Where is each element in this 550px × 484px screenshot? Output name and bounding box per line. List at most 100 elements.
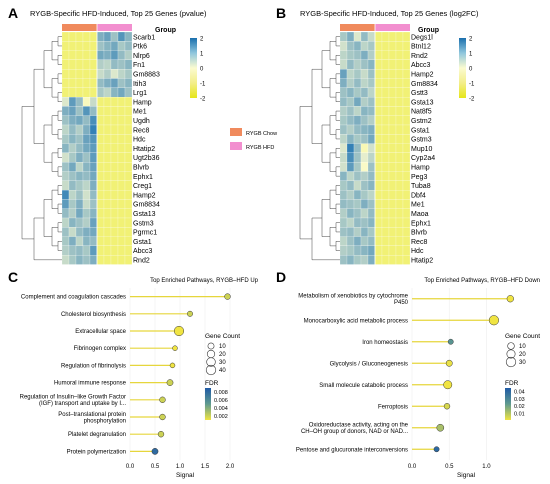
heatmap-cell [89,96,98,107]
heatmap-cell [339,124,348,135]
size-legend-swatch [205,364,217,376]
heatmap-cell [103,41,112,51]
heatmap-cell [96,96,105,107]
heatmap-cell [103,106,112,116]
heatmap-cell [89,190,98,200]
heatmap-cell [388,106,397,116]
heatmap-cell [367,180,376,191]
heatmap-cell [110,31,119,42]
heatmap-cell [367,236,376,247]
heatmap-cell [68,171,77,181]
heatmap-cell [388,143,397,154]
heatmap-cell [395,208,404,219]
size-legend-label: 30 [519,360,526,366]
heatmap-cell [381,180,390,191]
heatmap-cell [339,134,348,144]
heatmap-cell [68,96,77,107]
heatmap-cell [381,134,390,144]
colorbar-tick-label: -2 [200,97,206,103]
colorbar-tick-label: 0 [200,67,204,73]
pathway-label: Platelet degranulation [68,432,126,438]
heatmap-cell [367,115,376,126]
heatmap-cell [339,227,348,237]
heatmap-cell [395,190,404,200]
size-legend-swatch [206,349,216,359]
heatmap-cell [374,41,383,51]
heatmap-cell [360,106,369,116]
heatmap-cell [96,59,105,70]
heatmap-cell [96,199,105,209]
heatmap-cell [381,199,390,209]
dendrogram-branch [321,199,330,237]
heatmap-cell [68,106,77,116]
heatmap-cell [353,199,362,209]
heatmap-cell [402,69,411,79]
dendrogram-branch [335,241,340,251]
heatmap-cell [353,59,362,70]
heatmap-cell [353,171,362,181]
heatmap-cell [103,245,112,256]
heatmap-cell [381,217,390,228]
heatmap-cell [388,236,397,247]
heatmap-cell [367,78,376,88]
dendrogram-branch [335,166,340,177]
pathway-label: Small molecule catabolic process [319,383,408,389]
heatmap-cell [360,208,369,219]
heatmap-cell [339,217,348,228]
heatmap-cell [367,208,376,219]
heatmap-cell [374,134,383,144]
size-legend-label: 20 [519,352,526,358]
heatmap-cell [89,124,98,135]
heatmap-cell [395,50,404,60]
heatmap-cell [117,199,126,209]
heatmap-cell [346,208,355,219]
gene-label: Gsta13 [411,99,434,106]
heatmap-cell [353,152,362,163]
pathway-label: Pentose and glucuronate interconversions [296,447,408,453]
heatmap-cell [75,227,84,237]
colorbar-tick-label: 2 [200,37,204,43]
heatmap-cell [110,190,119,200]
gene-label: Lrg1 [133,90,147,97]
heatmap-cell [402,50,411,60]
heatmap-cell [103,143,112,154]
heatmap-cell [110,255,119,265]
heatmap-cell [367,171,376,181]
heatmap-cell [82,59,91,70]
gene-label: Gstm2 [411,118,432,125]
gene-label: Gstm3 [411,137,432,144]
dendrogram-branch [51,227,58,247]
heatmap-cell [381,59,390,70]
legend-label-chow: RYGB Chow [246,131,277,137]
heatmap-cell [388,245,397,256]
heatmap-cell [367,217,376,228]
heatmap-cell [381,227,390,237]
heatmap-cell [124,162,133,172]
heatmap-cell [353,245,362,256]
heatmap-cell [353,227,362,237]
heatmap-cell [110,152,119,163]
heatmap-cell [374,208,383,219]
heatmap-b-colorbar-ticks: 2 1 0 -1 -2 [469,37,475,103]
heatmap-cell [61,162,70,172]
heatmap-cell [388,190,397,200]
heatmap-cell [388,41,397,51]
heatmap-cell [388,124,397,135]
gene-label: Gsta1 [411,127,430,134]
dendrogram-branch [335,92,340,102]
heatmap-cell [124,171,133,181]
pathway-label: Post–translational protein [58,412,126,418]
heatmap-cell [353,190,362,200]
group-annotation-cell [104,24,111,31]
heatmap-cell [82,87,91,98]
heatmap-cell [360,245,369,256]
heatmap-cell [402,78,411,88]
x-axis-label: Signal [176,472,195,479]
heatmap-cell [61,180,70,191]
heatmap-cell [388,87,397,98]
gene-label: Gm8834 [133,202,160,209]
heatmap-cell [374,255,383,265]
heatmap-cell [346,245,355,256]
heatmap-cell [402,255,411,265]
heatmap-cell [339,87,348,98]
